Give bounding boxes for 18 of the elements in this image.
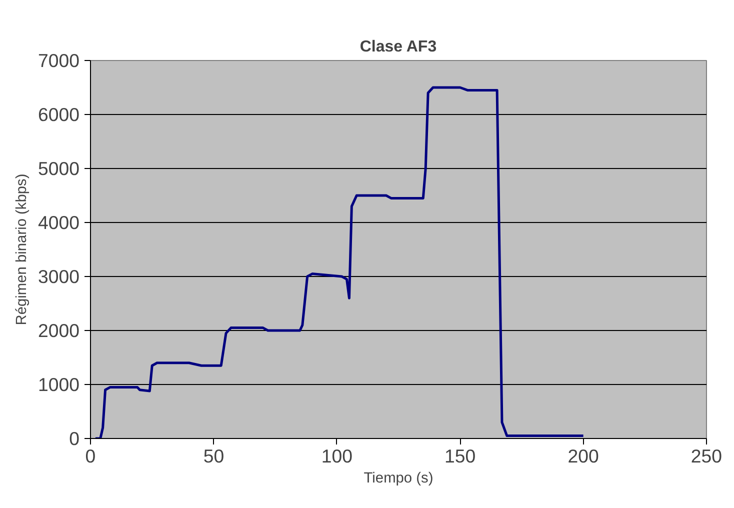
chart-title: Clase AF3	[360, 38, 437, 56]
x-tick-label: 100	[321, 446, 352, 466]
y-tick-label: 0	[69, 428, 80, 449]
y-tick-label: 2000	[38, 320, 80, 341]
line-series	[94, 86, 585, 438]
y-tick-label: 6000	[38, 104, 80, 125]
x-tick-label: 250	[690, 446, 722, 466]
y-tick-label: 5000	[38, 158, 80, 179]
x-tick-label: 200	[568, 446, 599, 466]
x-tick-label: 150	[444, 446, 476, 466]
y-tick-label: 3000	[38, 266, 80, 287]
y-tick-label: 7000	[38, 50, 80, 71]
y-tick-label: 4000	[38, 212, 80, 233]
x-tick-label: 0	[85, 446, 96, 466]
x-tick-label: 50	[203, 446, 224, 466]
y-axis-title: Régimen binario (kbps)	[14, 174, 30, 326]
x-axis-title: Tiempo (s)	[364, 470, 434, 486]
y-tick-label: 1000	[38, 374, 80, 395]
